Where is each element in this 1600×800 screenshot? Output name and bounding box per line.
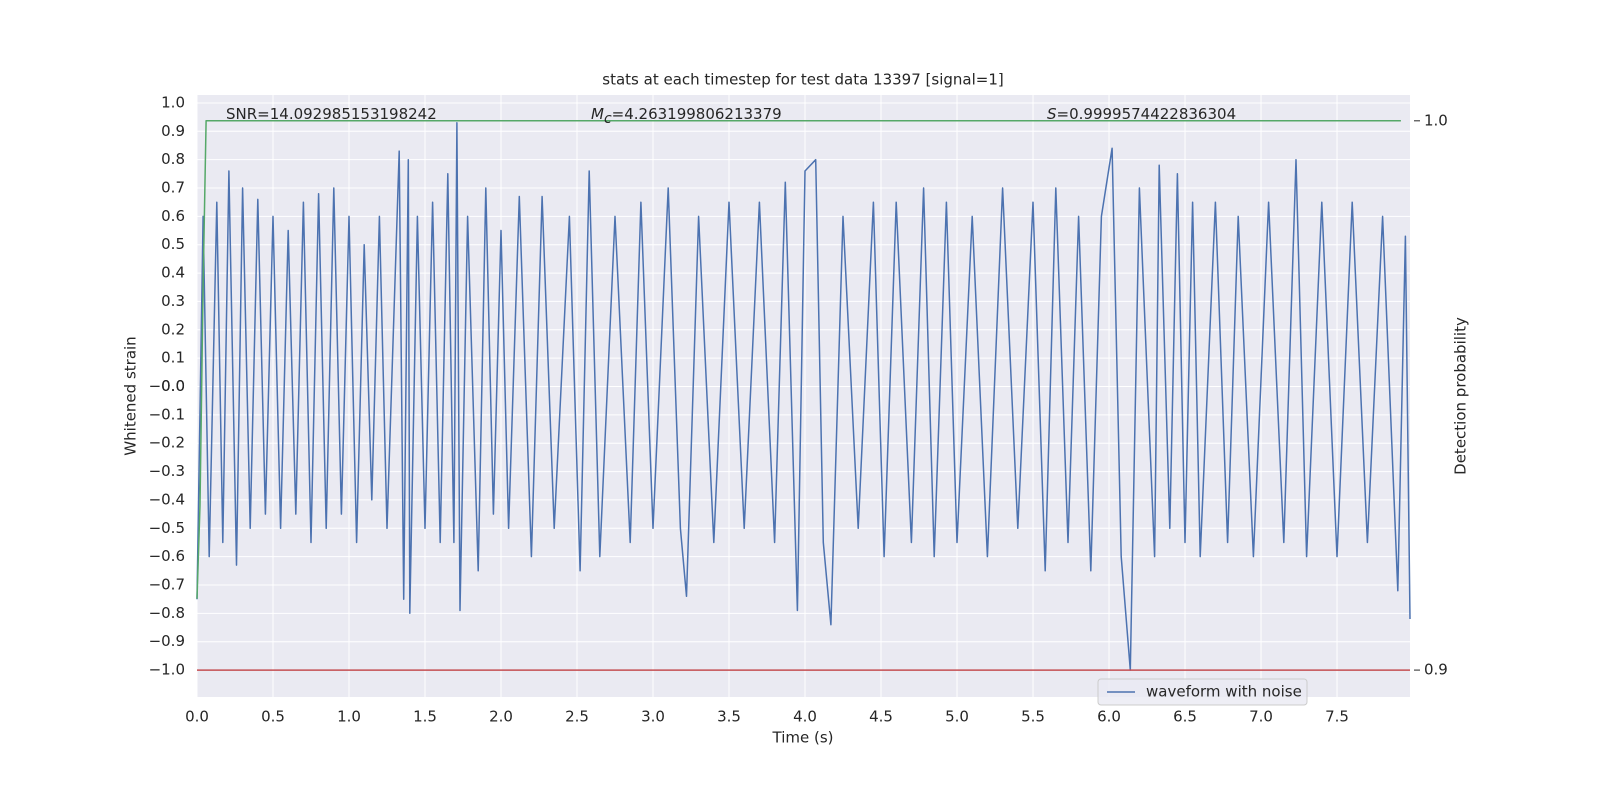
marks (196, 120, 1411, 671)
x-tick-label: 2.5 (565, 708, 589, 726)
y-tick-label: 0.0 (161, 377, 185, 395)
series-line (196, 120, 1401, 599)
x-tick-label: 6.5 (1173, 708, 1197, 726)
annotation-symbol: S (1047, 105, 1057, 123)
y-tick-label: −0.0 (149, 377, 185, 395)
y-tick-label: −0.8 (149, 604, 185, 622)
x-tick-label: 3.0 (641, 708, 665, 726)
y-tick-label: −0.1 (149, 405, 185, 423)
plot-area (197, 95, 1410, 697)
x-tick-label: 0.0 (185, 708, 209, 726)
y-tick-label: −0.6 (149, 547, 185, 565)
annotation-subscript: c (604, 111, 612, 127)
y-tick-label: −0.9 (149, 632, 185, 650)
x-tick-label: 7.0 (1249, 708, 1273, 726)
y-tick-label: −0.5 (149, 519, 185, 537)
x-tick-label: 4.0 (793, 708, 817, 726)
annotation: Mc=4.263199806213379 (591, 105, 782, 128)
x-tick-label: 4.5 (869, 708, 893, 726)
annotation: S=0.9999574422836304 (1047, 105, 1236, 123)
grid (196, 95, 1410, 697)
y-tick-label: −0.4 (149, 490, 185, 508)
y-tick-label: 0.5 (161, 235, 185, 253)
y2-tick-label: 0.9 (1424, 661, 1448, 679)
x-tick-label: 5.5 (1021, 708, 1045, 726)
x-axis-label: Time (s) (772, 729, 834, 747)
annotation: SNR=14.092985153198242 (226, 105, 437, 123)
legend-box (1097, 678, 1308, 706)
legend-label: waveform with noise (1146, 683, 1302, 701)
x-tick-label: 0.5 (261, 708, 285, 726)
y-tick-label: 0.9 (161, 122, 185, 140)
y-tick-label: 0.2 (161, 320, 185, 338)
y-tick-label: −0.7 (149, 575, 185, 593)
y-tick-label: 0.1 (161, 349, 185, 367)
x-tick-label: 2.0 (489, 708, 513, 726)
y-axis-label: Whitened strain (122, 336, 140, 455)
y2-tick-label: 1.0 (1424, 111, 1448, 129)
series-line (196, 122, 1411, 671)
x-tick-label: 1.5 (413, 708, 437, 726)
y-tick-label: 0.8 (161, 150, 185, 168)
annotation-symbol: M (591, 105, 604, 123)
y-tick-label: 0.6 (161, 207, 185, 225)
x-tick-label: 5.0 (945, 708, 969, 726)
annotation-text: =4.263199806213379 (612, 105, 782, 123)
y-tick-label: −0.2 (149, 434, 185, 452)
y-tick-label: 0.3 (161, 292, 185, 310)
labels: stats at each timestep for test data 133… (122, 71, 1470, 747)
x-tick-label: 3.5 (717, 708, 741, 726)
y-tick-label: −1.0 (149, 661, 185, 679)
chart-title: stats at each timestep for test data 133… (602, 71, 1003, 89)
annotation-text: =0.9999574422836304 (1057, 105, 1237, 123)
x-tick-label: 7.5 (1325, 708, 1349, 726)
y-tick-label: 0.4 (161, 264, 185, 282)
y2-axis-label: Detection probability (1452, 317, 1470, 475)
y-tick-label: −0.3 (149, 462, 185, 480)
x-tick-label: 6.0 (1097, 708, 1121, 726)
y-tick-label: 1.0 (161, 93, 185, 111)
annotation-symbol: SNR (226, 105, 257, 123)
y-tick-label: 0.7 (161, 179, 185, 197)
x-tick-label: 1.0 (337, 708, 361, 726)
annotation-text: =14.092985153198242 (257, 105, 437, 123)
